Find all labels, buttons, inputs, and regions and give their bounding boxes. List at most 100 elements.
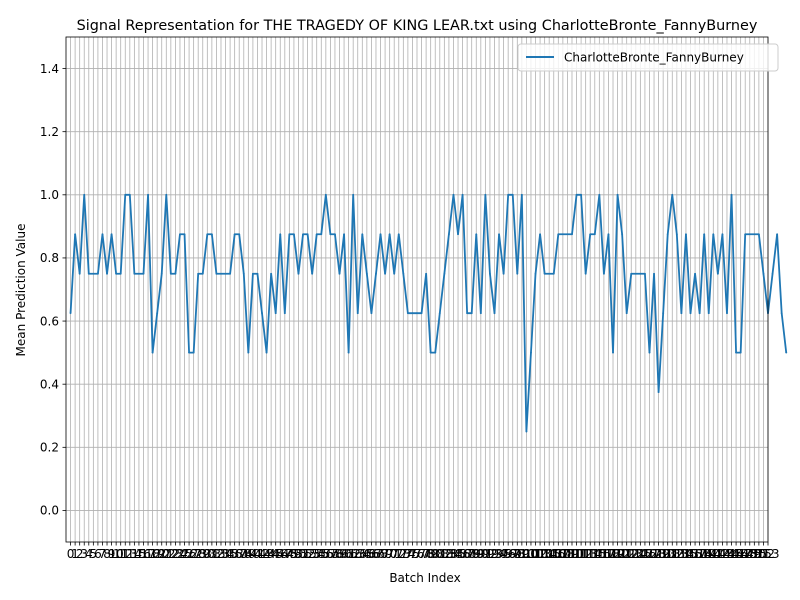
x-tick-label: 23 [168,547,183,561]
x-tick-label: 44 [263,547,278,561]
data-point [561,233,564,236]
x-tick-label: 47 [277,547,292,561]
data-point [261,312,263,315]
data-point [192,351,195,354]
x-tick-label: 18 [145,547,160,561]
x-tick-label: 68 [373,547,388,561]
data-point [707,312,710,315]
x-tick-label: 91 [478,547,493,561]
x-tick-label: 43 [259,547,274,561]
data-point [511,193,514,196]
data-point [534,272,537,275]
x-tick-label: 152 [752,547,775,561]
x-tick-label: 118 [597,547,620,561]
data-point [744,233,747,236]
legend: CharlotteBronte_FannyBurney [517,43,779,72]
y-tick-label: 0.8 [40,251,59,265]
x-tick-label: 12 [118,547,133,561]
data-point [233,233,236,236]
x-tick-label: 130 [652,547,675,561]
data-point [648,351,651,354]
data-point [443,272,446,275]
data-point [119,272,122,275]
x-tick-label: 5 [90,547,98,561]
x-tick-label: 142 [706,547,729,561]
data-point [466,312,469,315]
x-tick-label: 51 [295,547,310,561]
x-tick-label: 101 [520,547,543,561]
data-point [384,272,386,275]
data-point [329,233,332,236]
data-point [256,272,259,275]
data-point [238,233,241,236]
data-point [169,272,172,275]
data-point [229,272,232,275]
data-point [179,233,181,236]
x-tick-label: 85 [450,547,465,561]
data-point [288,233,291,236]
x-tick-label: 31 [204,547,219,561]
x-tick-label: 36 [227,547,242,561]
data-point [78,272,81,275]
data-point [270,272,273,275]
x-tick-label: 53 [305,547,320,561]
data-point [498,233,500,236]
x-tick-label: 80 [428,547,443,561]
data-point [571,233,573,236]
data-point [657,391,660,393]
x-tick-label: 73 [396,547,411,561]
data-point [375,272,377,275]
data-point [197,272,200,275]
data-point [302,233,304,236]
data-point [644,272,646,275]
x-tick-label: 144 [716,547,739,561]
x-tick-label: 28 [191,547,206,561]
data-point [602,272,605,275]
x-tick-label: 59 [332,547,347,561]
x-tick-label: 54 [309,547,324,561]
x-tick-label: 113 [574,547,597,561]
data-point [87,272,90,275]
data-point [448,233,450,236]
data-point [552,272,555,275]
data-point [251,272,254,275]
x-tick-label: 141 [702,547,725,561]
data-point [274,312,277,315]
data-point [142,272,145,275]
data-point [74,233,77,236]
x-tick-label: 127 [638,547,661,561]
data-point [165,193,168,196]
y-tick-label: 0.4 [40,377,59,391]
x-axis-label: Batch Index [389,571,460,585]
data-point [265,351,268,354]
x-tick-label: 134 [670,547,693,561]
x-tick-label: 76 [409,547,424,561]
data-point [201,272,204,275]
x-tick-label: 147 [729,547,752,561]
data-point [425,272,428,275]
x-tick-label: 49 [286,547,301,561]
data-point [502,272,505,275]
x-tick-label: 29 [195,547,210,561]
x-tick-label: 22 [163,547,178,561]
x-tick-label: 32 [209,547,224,561]
x-tick-label: 8 [103,547,111,561]
grid [66,37,769,542]
data-point [525,430,528,433]
x-tick-label: 132 [661,547,684,561]
x-tick-label: 75 [405,547,420,561]
x-tick-label: 136 [679,547,702,561]
data-point [438,312,441,315]
x-tick-label: 109 [556,547,579,561]
x-tick-label: 145 [720,547,743,561]
data-point [151,351,154,354]
data-point [420,312,423,315]
x-tick-label: 2 [76,547,84,561]
data-point [589,233,592,236]
data-point [356,312,359,315]
data-point [757,233,760,236]
x-tick-label: 42 [254,547,269,561]
data-point [293,233,295,236]
